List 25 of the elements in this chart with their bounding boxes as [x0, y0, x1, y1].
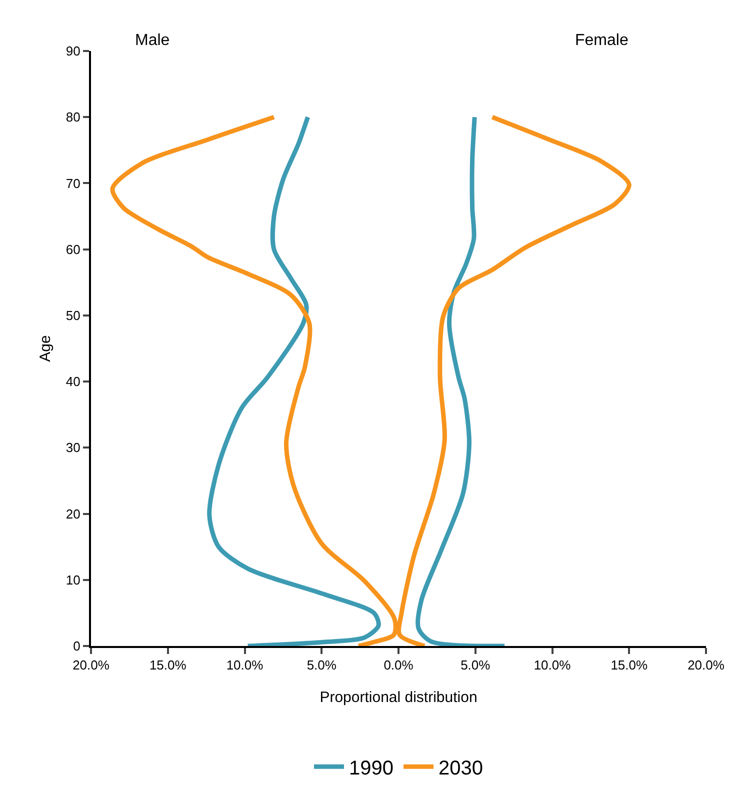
y-tick-label: 90	[66, 44, 80, 59]
text: Female	[575, 32, 628, 49]
x-tick-label: 5.0%	[306, 658, 337, 673]
x-tick-label: 15.0%	[149, 658, 187, 673]
y-tick-label: 20	[66, 506, 80, 522]
x-tick-label: 20.0%	[72, 658, 110, 673]
y-tick-label: 70	[66, 176, 80, 191]
y-tick-label: 30	[66, 440, 80, 456]
y-axis-title: Age	[37, 335, 54, 362]
x-tick-label: 5.0%	[460, 658, 491, 673]
text: Male	[135, 32, 170, 49]
legend-label: 2030	[438, 757, 483, 780]
y-tick-label: 80	[66, 110, 80, 125]
y-tick-label: 0	[73, 638, 80, 654]
y-tick-label: 10	[66, 572, 80, 588]
x-axis-title: Proportional distribution	[320, 689, 478, 706]
legend-label: 1990	[349, 757, 394, 780]
x-tick-label: 20.0%	[688, 658, 725, 673]
y-tick-label: 50	[66, 308, 80, 323]
x-tick-label: 0.0%	[384, 658, 414, 673]
x-tick-label: 15.0%	[610, 658, 648, 673]
x-tick-label: 10.0%	[534, 658, 572, 673]
y-tick-label: 40	[66, 374, 80, 390]
x-tick-label: 10.0%	[226, 658, 264, 673]
y-tick-label: 60	[66, 242, 80, 257]
